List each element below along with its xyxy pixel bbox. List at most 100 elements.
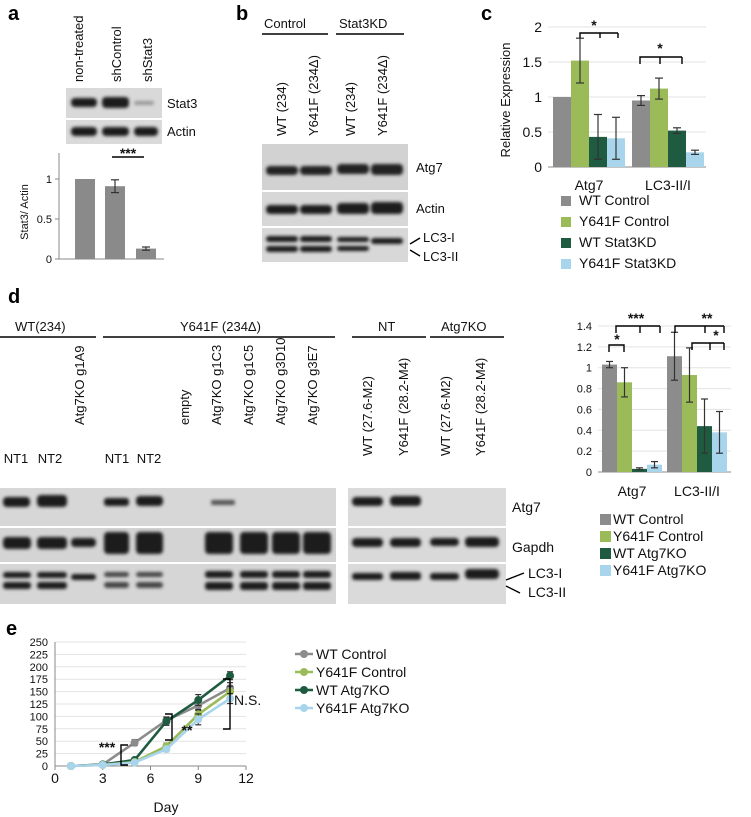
legend-swatch: [561, 238, 571, 248]
bar: [602, 364, 617, 472]
band-pointer: [409, 237, 421, 245]
y-tick-label: 0: [586, 467, 592, 479]
lane-label: Y641F (28.2-M4): [396, 358, 411, 456]
sig-label: N.S.: [234, 692, 261, 708]
y-tick-label: 0.2: [577, 446, 592, 458]
bar: [617, 382, 632, 472]
series-point: [130, 738, 139, 747]
y-tick-label: 1.2: [577, 342, 592, 354]
x-tick-label: 6: [147, 770, 155, 786]
lane-label: Atg7KO g1A9: [72, 346, 87, 426]
lane-label: WT (27.6-M2): [360, 376, 375, 456]
legend-marker: [300, 650, 308, 658]
lane-label: Atg7KO g1C3: [209, 345, 224, 425]
lane-label: Y641F (234Δ): [306, 55, 321, 136]
x-tick-label: LC3-II/I: [674, 483, 720, 499]
lane-label: Atg7KO g1C5: [241, 345, 256, 425]
lane-label: empty: [177, 389, 192, 425]
y-tick-label: 100: [30, 711, 48, 723]
blot-label: Actin: [416, 201, 445, 216]
x-tick-label: LC3-II/I: [645, 177, 691, 193]
series-line: [70, 674, 231, 768]
y-tick-label: 0.6: [577, 404, 592, 416]
blot-lc3: [262, 228, 408, 262]
sig-bracket: [223, 678, 231, 730]
sig-bracket: [639, 56, 683, 64]
blot-stat3: [66, 88, 162, 118]
legend-marker: [300, 668, 308, 676]
lane-label: Atg7KO g3D10: [273, 338, 288, 425]
group-label: Y641F (234Δ): [180, 319, 261, 334]
sig-bracket: [674, 325, 725, 333]
series-point: [162, 745, 171, 754]
legend-e: WT Control Y641F Control WT Atg7KO Y641F At…: [295, 646, 410, 716]
legend-marker: [300, 686, 308, 694]
legend-label: Y641F Atg7KO: [316, 700, 410, 716]
x-tick-label: 9: [194, 770, 202, 786]
chart-a: 0 0.5 1 ***: [37, 145, 164, 266]
sig-label: ***: [120, 145, 137, 161]
legend-swatch: [561, 217, 571, 227]
panel-label-a: a: [8, 3, 20, 25]
legend-label: Y641F Stat3KD: [579, 255, 676, 271]
blot-atg7: [0, 488, 506, 526]
sig-bracket: [165, 713, 173, 741]
legend-swatch: [600, 565, 611, 576]
legend-label: WT Atg7KO: [316, 682, 390, 698]
legend-swatch: [600, 514, 611, 525]
lane-label: NT1: [105, 451, 130, 466]
y-tick-label: 1: [586, 363, 592, 375]
series-point: [194, 715, 203, 724]
y-tick-label: 0: [534, 159, 542, 175]
legend-label: WT Control: [579, 192, 650, 208]
legend-c: WT Control Y641F Control WT Stat3KD Y641F S…: [561, 192, 676, 271]
blot-label: Atg7: [512, 499, 541, 515]
y-tick-label: 225: [30, 649, 48, 661]
x-tick-label: 0: [51, 770, 59, 786]
series-line: [70, 697, 231, 768]
group-label: WT(234): [15, 319, 66, 334]
blot-label: Actin: [167, 124, 196, 139]
y-tick-label: 200: [30, 662, 48, 674]
y-tick-label: 1: [534, 89, 542, 105]
group-label: Stat3KD: [339, 16, 387, 31]
legend-marker: [300, 704, 308, 712]
y-tick-label: 125: [30, 699, 48, 711]
lane-label: NT1: [4, 451, 29, 466]
lane-label: shStat3: [140, 38, 155, 82]
bar: [650, 88, 668, 167]
blot-label: LC3-I: [423, 230, 455, 245]
y-axis-label: Stat3/ Actin: [19, 184, 31, 240]
chart-c: 0 0.5 1 1.5 2 Atg7 LC3-II/I * *: [523, 17, 706, 193]
y-tick-label: 2: [534, 19, 542, 35]
x-tick-label: Atg7: [618, 483, 647, 499]
blot-actin: [262, 192, 408, 226]
blot-label: Stat3: [167, 96, 197, 111]
x-tick-label: 12: [238, 770, 254, 786]
blot-label: Gapdh: [512, 539, 554, 555]
bar: [668, 130, 686, 167]
band-pointer: [505, 572, 525, 581]
lane-label: Y641F (28.2-M4): [473, 358, 488, 456]
blot-label: LC3-II: [423, 249, 458, 264]
series-point: [162, 717, 171, 726]
x-axis-label: Day: [154, 799, 179, 815]
bar: [105, 186, 125, 259]
legend-label: Y641F Atg7KO: [613, 562, 707, 578]
x-tick-label: Atg7: [575, 177, 604, 193]
lane-label: WT (27.6-M2): [438, 376, 453, 456]
group-label: NT: [378, 319, 395, 334]
blot-actin: [66, 120, 162, 144]
y-axis-label: Relative Expression: [498, 43, 513, 158]
series-point: [66, 762, 75, 770]
sig-label: **: [182, 722, 193, 738]
bar: [686, 152, 704, 167]
y-tick-label: 25: [36, 749, 48, 761]
blot-label: LC3-I: [528, 565, 562, 581]
lane-label: non-treated: [71, 16, 86, 83]
sig-label: ***: [628, 310, 645, 326]
series-point: [226, 671, 235, 680]
bar: [632, 100, 650, 167]
